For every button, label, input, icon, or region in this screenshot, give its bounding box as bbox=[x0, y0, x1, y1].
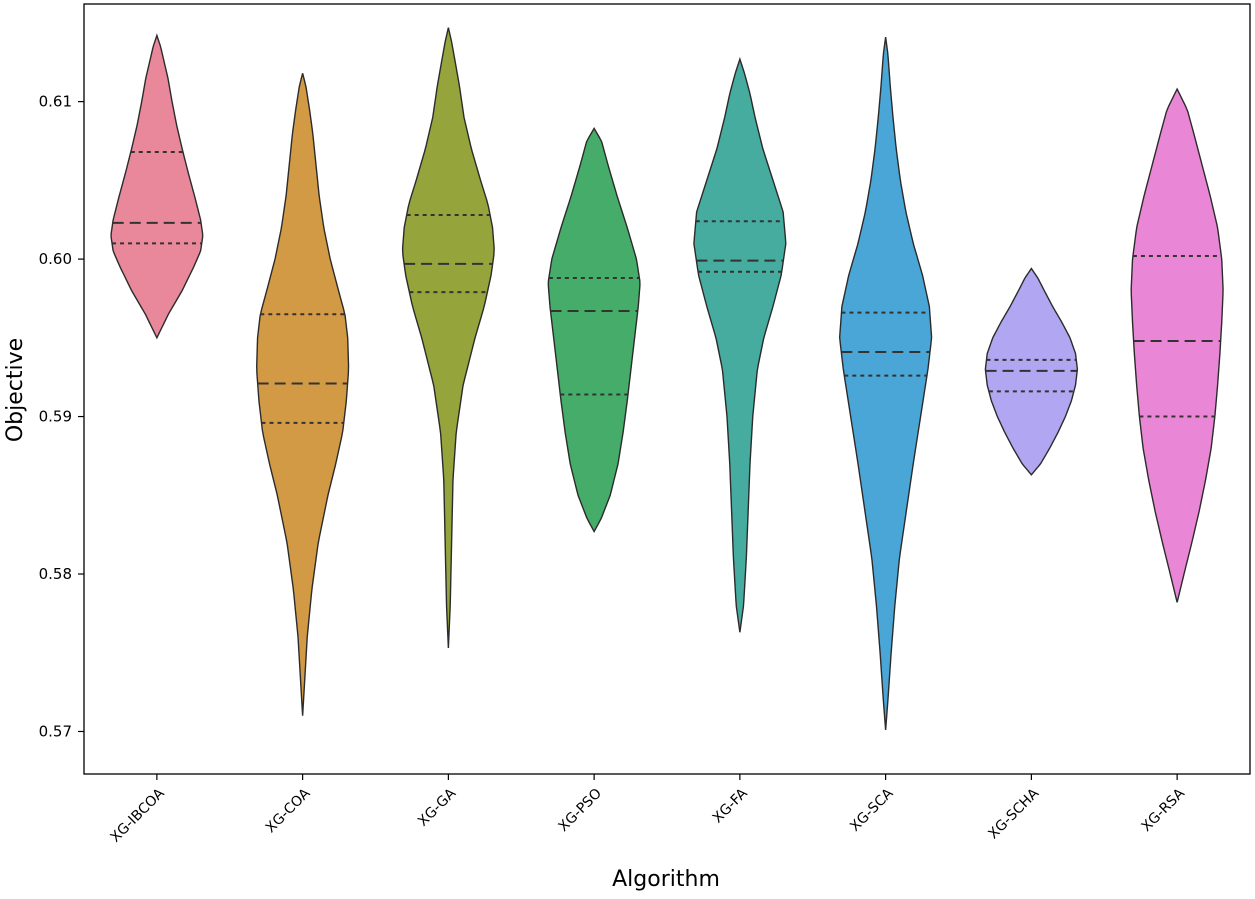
violin-group bbox=[693, 56, 787, 633]
x-tick-label: XG-FA bbox=[710, 785, 751, 826]
x-tick-label: XG-IBCOA bbox=[108, 785, 168, 845]
violin-body bbox=[256, 73, 350, 716]
violin-group bbox=[110, 33, 204, 340]
y-axis: 0.57 0.58 0.59 0.60 0.61 bbox=[39, 93, 84, 740]
violin-body bbox=[1130, 87, 1224, 603]
violin-group bbox=[1130, 87, 1224, 603]
violin-body bbox=[693, 56, 787, 633]
y-tick-label: 0.57 bbox=[39, 722, 72, 740]
x-tick-label: XG-COA bbox=[263, 785, 314, 836]
x-tick-label: XG-RSA bbox=[1138, 785, 1188, 835]
x-axis-label: Algorithm bbox=[612, 867, 720, 892]
violin-group bbox=[256, 73, 350, 716]
violin-group bbox=[838, 36, 933, 730]
x-tick-label: XG-GA bbox=[415, 785, 459, 829]
x-tick-label: XG-SCA bbox=[847, 785, 897, 835]
y-tick-label: 0.58 bbox=[39, 565, 72, 583]
violin-group bbox=[401, 27, 495, 649]
x-axis: XG-IBCOA XG-COA XG-GA XG-PSO XG-FA XG-SCA XG-S… bbox=[108, 774, 1188, 846]
x-tick-label: XG-PSO bbox=[556, 786, 605, 835]
y-tick-label: 0.61 bbox=[39, 93, 72, 111]
violin-body bbox=[401, 27, 495, 649]
x-tick-label: XG-SCHA bbox=[985, 785, 1042, 842]
y-tick-label: 0.60 bbox=[39, 250, 72, 268]
violin-body bbox=[547, 127, 641, 533]
violin-group bbox=[547, 127, 641, 533]
violin-body bbox=[838, 36, 933, 730]
y-tick-label: 0.59 bbox=[39, 408, 72, 426]
violin-body bbox=[110, 33, 204, 340]
violin-group bbox=[984, 267, 1079, 476]
violin-body bbox=[984, 267, 1079, 476]
y-axis-label: Objective bbox=[3, 338, 28, 442]
violin-layer bbox=[110, 27, 1224, 730]
